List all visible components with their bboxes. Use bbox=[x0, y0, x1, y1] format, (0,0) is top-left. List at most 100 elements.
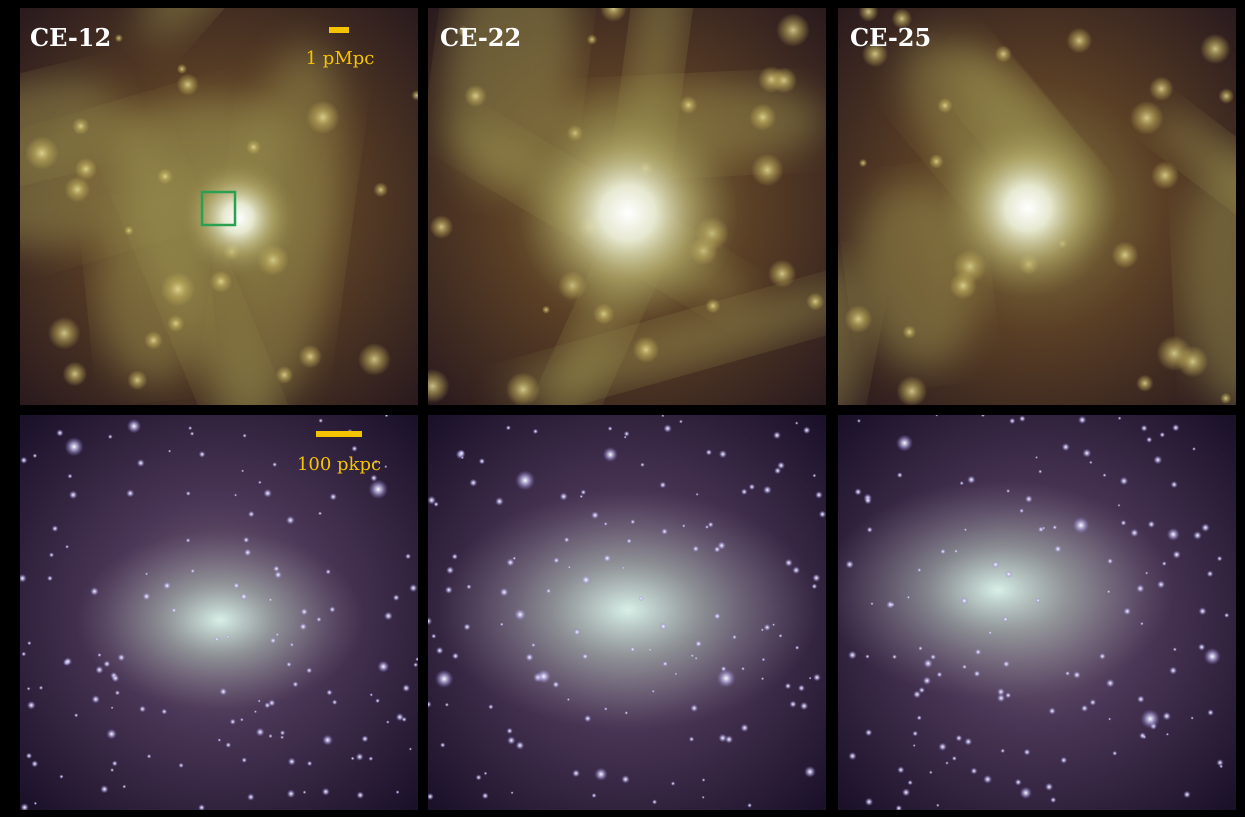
star bbox=[896, 434, 914, 452]
star bbox=[510, 791, 514, 795]
star bbox=[268, 699, 276, 707]
star bbox=[1009, 417, 1016, 425]
star bbox=[272, 462, 278, 468]
star bbox=[514, 608, 527, 621]
star bbox=[865, 728, 873, 737]
star bbox=[103, 660, 111, 668]
halo bbox=[896, 375, 928, 405]
star bbox=[146, 753, 152, 759]
star bbox=[1065, 670, 1071, 676]
halo bbox=[749, 103, 777, 131]
star bbox=[630, 519, 636, 525]
star bbox=[100, 785, 109, 794]
star bbox=[591, 792, 597, 799]
star bbox=[1169, 666, 1178, 675]
scale-bar-label: 100 pkpc bbox=[297, 454, 381, 475]
star bbox=[247, 793, 255, 801]
star bbox=[651, 689, 655, 693]
star bbox=[1147, 520, 1156, 529]
star bbox=[243, 548, 252, 557]
panel-image bbox=[838, 8, 1236, 405]
star bbox=[171, 607, 177, 614]
star bbox=[1053, 544, 1062, 553]
star bbox=[32, 453, 38, 459]
star bbox=[409, 583, 418, 593]
star bbox=[552, 680, 560, 689]
star bbox=[580, 489, 587, 496]
halo bbox=[64, 176, 91, 203]
star bbox=[848, 751, 857, 761]
star bbox=[681, 524, 686, 528]
star bbox=[162, 581, 172, 590]
star bbox=[854, 488, 862, 496]
star bbox=[280, 735, 285, 740]
star bbox=[602, 447, 618, 463]
star bbox=[475, 774, 482, 781]
star bbox=[321, 787, 330, 796]
star bbox=[886, 600, 895, 609]
star bbox=[1006, 488, 1011, 494]
star bbox=[299, 622, 308, 631]
star bbox=[661, 528, 668, 535]
star bbox=[1019, 786, 1032, 799]
star bbox=[97, 652, 102, 658]
star bbox=[413, 662, 418, 668]
halo bbox=[124, 225, 134, 236]
star bbox=[255, 727, 265, 737]
star bbox=[444, 702, 449, 707]
filament bbox=[1155, 112, 1236, 271]
star bbox=[1060, 756, 1068, 764]
star bbox=[983, 774, 993, 784]
halo bbox=[176, 63, 187, 75]
star bbox=[640, 462, 645, 468]
halo bbox=[1150, 161, 1180, 190]
star bbox=[433, 501, 439, 507]
star bbox=[428, 495, 437, 505]
star bbox=[707, 521, 714, 528]
star bbox=[478, 458, 486, 465]
star bbox=[996, 693, 1006, 703]
star bbox=[1206, 570, 1214, 578]
star bbox=[870, 602, 874, 606]
star bbox=[865, 654, 870, 659]
star bbox=[763, 485, 772, 495]
star bbox=[1000, 748, 1006, 754]
star bbox=[110, 767, 115, 773]
star bbox=[799, 701, 809, 711]
star bbox=[1082, 448, 1092, 458]
star bbox=[953, 549, 958, 554]
star bbox=[912, 730, 919, 737]
star bbox=[659, 622, 668, 631]
star bbox=[185, 537, 191, 543]
star bbox=[864, 797, 874, 807]
star bbox=[690, 653, 694, 658]
halo bbox=[1136, 374, 1154, 392]
star bbox=[161, 708, 168, 715]
star bbox=[428, 700, 432, 708]
star bbox=[481, 792, 489, 800]
halo bbox=[586, 34, 598, 45]
star bbox=[1002, 616, 1009, 623]
star bbox=[621, 566, 625, 570]
star bbox=[713, 612, 721, 620]
star bbox=[794, 645, 800, 650]
star bbox=[988, 630, 993, 635]
filament bbox=[502, 282, 826, 400]
star bbox=[1089, 699, 1097, 706]
star bbox=[377, 660, 390, 673]
halo bbox=[505, 372, 541, 405]
star bbox=[463, 623, 471, 631]
star bbox=[145, 572, 149, 576]
halo bbox=[246, 139, 262, 155]
star bbox=[845, 560, 854, 569]
star bbox=[912, 743, 916, 748]
star bbox=[285, 515, 295, 525]
filament bbox=[838, 259, 868, 405]
star bbox=[761, 657, 766, 662]
halo bbox=[1066, 27, 1093, 54]
star bbox=[198, 450, 206, 458]
star bbox=[47, 575, 53, 582]
star bbox=[1140, 709, 1160, 729]
star bbox=[1139, 732, 1147, 740]
halo bbox=[994, 45, 1012, 63]
